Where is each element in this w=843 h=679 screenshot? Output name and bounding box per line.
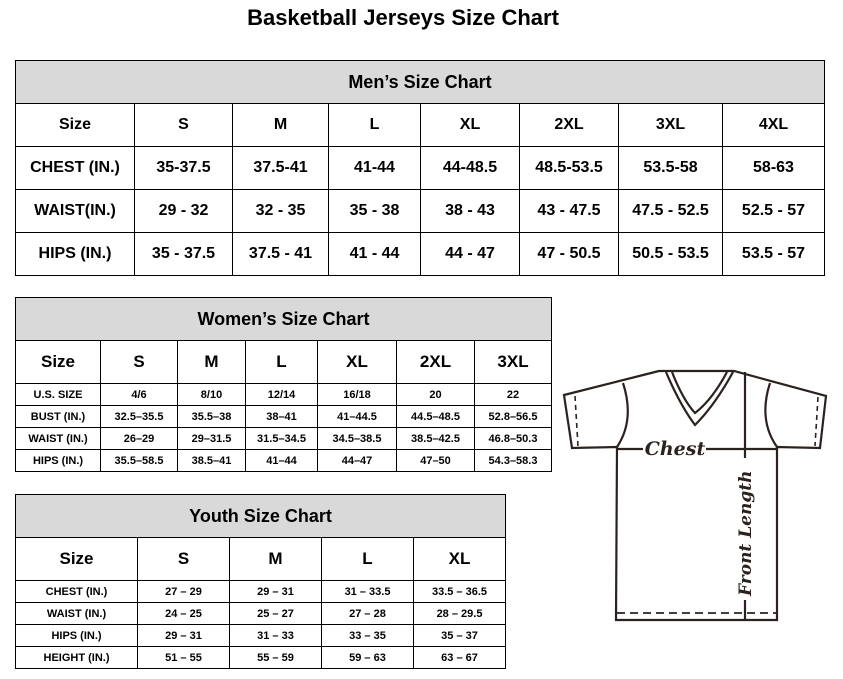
table-cell: 44-48.5 bbox=[420, 146, 520, 190]
womens-size-table: Women’s Size Chart Size S M L XL 2XL 3XL U.S. SI… bbox=[14, 297, 553, 472]
table-cell: 41 - 44 bbox=[328, 232, 421, 276]
left-sleeve-dash bbox=[574, 395, 579, 447]
row-label: Size bbox=[15, 537, 138, 581]
size-header-cell: M bbox=[232, 103, 329, 147]
table-cell: 46.8–50.3 bbox=[473, 427, 553, 450]
table-row: CHEST (IN.) 35-37.5 37.5-41 41-44 44-48.5 48.… bbox=[15, 146, 825, 190]
table-cell: 33 – 35 bbox=[321, 624, 414, 647]
men-chart-heading: Men’s Size Chart bbox=[15, 60, 825, 104]
row-label: Size bbox=[15, 340, 101, 384]
table-cell: 54.3–58.3 bbox=[473, 449, 553, 472]
chest-label: Chest bbox=[645, 438, 706, 460]
row-label: HEIGHT (IN.) bbox=[15, 646, 138, 669]
table-cell: 47 - 50.5 bbox=[519, 232, 619, 276]
table-cell: 29 – 31 bbox=[137, 624, 230, 647]
size-header-cell: 2XL bbox=[519, 103, 619, 147]
table-cell: 35 - 38 bbox=[328, 189, 421, 233]
table-row: CHEST (IN.) 27 – 29 29 – 31 31 – 33.5 33.5 –… bbox=[15, 580, 507, 603]
table-cell: 52.5 - 57 bbox=[722, 189, 825, 233]
table-cell: 53.5 - 57 bbox=[722, 232, 825, 276]
table-cell: 44.5–48.5 bbox=[396, 405, 475, 428]
table-cell: 43 - 47.5 bbox=[519, 189, 619, 233]
size-header-cell: 3XL bbox=[618, 103, 723, 147]
table-row: U.S. SIZE 4/6 8/10 12/14 16/18 20 22 bbox=[15, 383, 553, 406]
table-cell: 41-44 bbox=[328, 146, 421, 190]
table-cell: 53.5-58 bbox=[618, 146, 723, 190]
left-armhole bbox=[616, 382, 629, 448]
size-header-cell: XL bbox=[412, 537, 507, 581]
row-label: HIPS (IN.) bbox=[15, 232, 135, 276]
row-label: WAIST(IN.) bbox=[15, 189, 135, 233]
jersey-outline bbox=[562, 369, 828, 622]
table-cell: 38 - 43 bbox=[420, 189, 520, 233]
table-row: HIPS (IN.) 35.5–58.5 38.5–41 41–44 44–47 47–5… bbox=[15, 449, 553, 472]
table-cell: 37.5 - 41 bbox=[232, 232, 329, 276]
row-label: HIPS (IN.) bbox=[15, 449, 101, 472]
right-armhole bbox=[764, 382, 778, 448]
size-header-cell: S bbox=[137, 537, 230, 581]
front-length-label: Front Length bbox=[736, 471, 756, 597]
table-row: Size S M L XL 2XL 3XL 4XL bbox=[15, 103, 825, 147]
jersey-collar-inner bbox=[670, 371, 728, 415]
table-row: WAIST (IN.) 26–29 29–31.5 31.5–34.5 34.5–38.… bbox=[15, 427, 553, 450]
table-cell: 48.5-53.5 bbox=[519, 146, 619, 190]
table-row: BUST (IN.) 32.5–35.5 35.5–38 38–41 41–44.5 44… bbox=[15, 405, 553, 428]
table-cell: 26–29 bbox=[100, 427, 178, 450]
table-cell: 55 – 59 bbox=[229, 646, 322, 669]
row-label: CHEST (IN.) bbox=[15, 146, 135, 190]
table-cell: 31 – 33 bbox=[229, 624, 322, 647]
size-header-cell: XL bbox=[420, 103, 520, 147]
table-cell: 25 – 27 bbox=[229, 602, 322, 625]
page-title: Basketball Jerseys Size Chart bbox=[247, 5, 559, 30]
table-row: HIPS (IN.) 35 - 37.5 37.5 - 41 41 - 44 44 - … bbox=[15, 232, 825, 276]
table-row: Size S M L XL bbox=[15, 537, 507, 581]
size-header-cell: L bbox=[328, 103, 421, 147]
size-header-cell: S bbox=[134, 103, 233, 147]
table-cell: 33.5 – 36.5 bbox=[412, 580, 507, 603]
size-header-cell: M bbox=[229, 537, 322, 581]
table-cell: 47–50 bbox=[396, 449, 475, 472]
table-cell: 35 - 37.5 bbox=[134, 232, 233, 276]
table-row: HEIGHT (IN.) 51 – 55 55 – 59 59 – 63 63 – 67 bbox=[15, 646, 507, 669]
size-header-cell: L bbox=[321, 537, 414, 581]
table-cell: 41–44 bbox=[245, 449, 318, 472]
table-cell: 27 – 29 bbox=[137, 580, 230, 603]
youth-chart-heading: Youth Size Chart bbox=[14, 494, 507, 538]
table-row: Size S M L XL 2XL 3XL bbox=[15, 340, 553, 384]
size-header-cell: 2XL bbox=[396, 340, 475, 384]
right-sleeve-dash bbox=[814, 396, 819, 447]
table-cell: 28 – 29.5 bbox=[412, 602, 507, 625]
table-cell: 32 - 35 bbox=[232, 189, 329, 233]
table-cell: 38.5–41 bbox=[177, 449, 246, 472]
table-cell: 58-63 bbox=[722, 146, 825, 190]
row-label: BUST (IN.) bbox=[15, 405, 101, 428]
table-cell: 35.5–38 bbox=[177, 405, 246, 428]
youth-size-table: Youth Size Chart Size S M L XL CHEST (IN.) 27 –… bbox=[14, 494, 507, 669]
table-row: WAIST (IN.) 24 – 25 25 – 27 27 – 28 28 – 29.… bbox=[15, 602, 507, 625]
table-cell: 52.8–56.5 bbox=[473, 405, 553, 428]
table-cell: 59 – 63 bbox=[321, 646, 414, 669]
jersey-collar-outer bbox=[664, 371, 734, 427]
table-cell: 29–31.5 bbox=[177, 427, 246, 450]
table-cell: 63 – 67 bbox=[412, 646, 507, 669]
table-row: WAIST(IN.) 29 - 32 32 - 35 35 - 38 38 - 43 43… bbox=[15, 189, 825, 233]
table-cell: 34.5–38.5 bbox=[317, 427, 397, 450]
table-cell: 51 – 55 bbox=[137, 646, 230, 669]
mens-size-table: Men’s Size Chart Size S M L XL 2XL 3XL 4XL CHEST … bbox=[15, 60, 825, 276]
size-header-cell: L bbox=[245, 340, 318, 384]
